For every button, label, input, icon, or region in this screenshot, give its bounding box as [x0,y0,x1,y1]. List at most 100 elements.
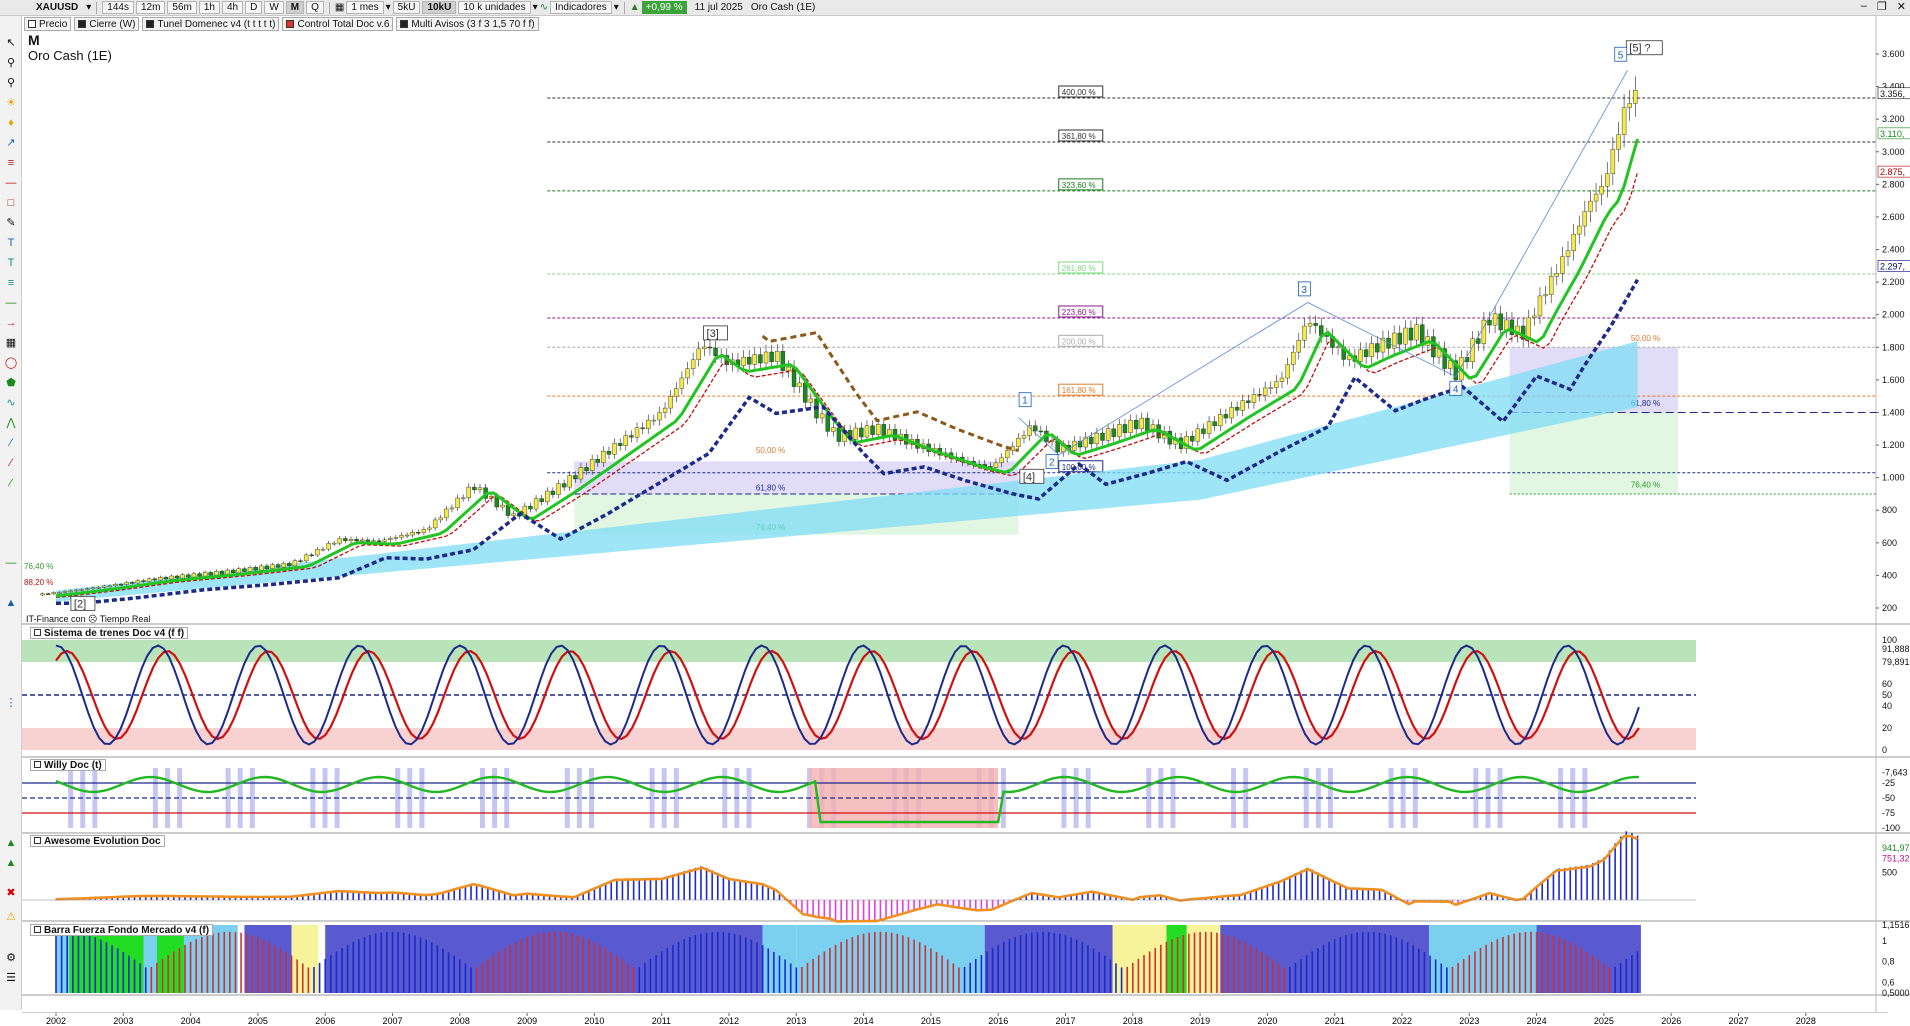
chevron-down-icon[interactable]: ▾ [532,2,538,13]
timeframe-144s[interactable]: 144s [102,1,134,14]
x-tick-label: 2026 [1661,1016,1681,1026]
timeframe-w[interactable]: W [264,1,284,14]
hline-icon[interactable]: — [5,297,17,309]
timeframe-56m[interactable]: 56m [167,1,197,14]
indicators-icon[interactable]: ∿ [539,2,549,13]
label-icon[interactable]: T [7,257,15,269]
chart-canvas[interactable]: 400,00 %361,80 %323,60 %261,80 %223,60 %… [22,16,1910,1012]
wave-label-box [1018,392,1032,408]
rectangle-icon[interactable]: □ [7,197,15,209]
chip-multi-avisos[interactable]: Multi Avisos (3 f 3 1,5 70 f f) [396,17,539,31]
chip-tunel-domenec[interactable]: Tunel Domenec v4 (t t t t t) [142,17,280,31]
dots-icon[interactable]: ⋮ [5,697,17,709]
retracement-label: 88,20 % [24,578,53,587]
delete-icon[interactable]: ✖ [6,887,16,899]
thumbs-up-alt-icon[interactable]: ▲ [5,857,17,869]
chip-cierre[interactable]: Cierre (W) [74,17,140,31]
pencil-icon[interactable]: ✎ [6,217,16,229]
panel-label-barra[interactable]: Barra Fuerza Fondo Mercado v4 (f) [30,924,214,936]
units-10k-button[interactable]: 10kU [422,1,457,14]
chevron-down-icon[interactable]: ▾ [86,2,92,13]
y-tick-label: 400 [1882,570,1897,580]
curve-icon[interactable]: ∿ [6,397,16,409]
timeframe-1h[interactable]: 1h [198,1,220,14]
checkbox[interactable] [286,20,295,28]
checkbox[interactable] [78,20,87,28]
x-tick-label: 2027 [1729,1016,1749,1026]
warning-icon[interactable]: ⚠ [6,911,16,923]
fib-label-box [1058,178,1104,191]
units-5k-button[interactable]: 5kU [392,1,421,14]
zoom-icon[interactable]: ⚲ [6,57,16,69]
line-icon[interactable]: ∕ [10,437,12,449]
calendar-icon[interactable]: ▦ [334,2,345,13]
checkbox[interactable] [146,20,155,28]
timeframe-4h[interactable]: 4h [221,1,244,14]
symbol-selector[interactable]: XAUUSD [36,2,79,13]
restore-icon[interactable]: ❐ [1876,1,1887,13]
wave-label: 1 [1022,396,1028,407]
y-tick-label: 600 [1882,538,1897,548]
cursor-icon[interactable]: ↖ [6,37,16,49]
retracement-label: 76,40 % [24,562,53,571]
checkbox[interactable] [34,629,41,636]
checkbox[interactable] [34,761,41,768]
chip-control-total[interactable]: Control Total Doc v.6 [282,17,394,31]
panel-label-trenes[interactable]: Sistema de trenes Doc v4 (f f) [30,627,189,639]
fib-extension-label: 261,80 % [1062,264,1096,273]
lightbulb-icon[interactable]: ☀ [6,97,16,109]
search-icon[interactable]: ⚲ [6,77,16,89]
panel-title: Barra Fuerza Fondo Mercado v4 (f) [44,925,210,936]
y-tick-label: 500 [1882,868,1897,878]
wave-label-box [1449,380,1463,396]
checkbox[interactable] [34,837,41,844]
chevron-down-icon[interactable]: ▾ [385,2,391,13]
layers-icon[interactable]: ☰ [6,972,16,984]
timeframe-d[interactable]: D [245,1,263,14]
panel-label-willy[interactable]: Willy Doc (t) [30,759,106,771]
polygon-icon[interactable]: ⬟ [6,377,16,389]
fib-icon[interactable]: ≡ [7,277,15,289]
text-icon[interactable]: T [7,237,15,249]
trendline-icon[interactable]: ↗ [6,137,16,149]
fib-extension-label: 200,00 % [1062,337,1096,346]
up-arrow-icon[interactable]: ▲ [5,597,17,609]
hline-green-icon[interactable]: — [5,557,17,569]
timeframe-m[interactable]: M [285,1,305,14]
ellipse-icon[interactable]: ◯ [4,357,18,369]
toolbar-separator [328,1,330,14]
bell-icon[interactable]: ♦ [8,117,14,129]
chip-precio[interactable]: Precio [24,17,72,31]
x-tick-label: 2016 [988,1016,1008,1026]
checkbox[interactable] [28,20,36,28]
period-selector[interactable]: 1 mes [346,1,384,14]
close-icon[interactable]: ✕ [1896,1,1906,13]
chart-area[interactable]: 400,00 % 361,80 % 323,60 % 261,80 % 223,60 %… [22,16,1910,1015]
x-axis[interactable]: 2002 2003 2004 2005 2006 2007 2008 2009 2010 2011… [22,1012,1888,1026]
thumbs-up-icon[interactable]: ▲ [5,837,17,849]
channel-icon[interactable]: ≡ [7,157,15,169]
timeframe-q[interactable]: Q [306,1,324,14]
ruler-icon[interactable]: ▦ [5,337,17,349]
pitchfork-icon[interactable]: ⋀ [6,417,16,429]
quote-icon: ▲ [629,2,640,13]
ray-icon[interactable]: — [5,177,17,189]
price-tag [1877,165,1910,178]
panel-label-awesome[interactable]: Awesome Evolution Doc [30,835,165,847]
arrow-icon[interactable]: → [5,317,17,329]
y-tick-label: 3.400 [1882,82,1905,92]
price-tag-label: 3.110, [1880,129,1904,139]
instrument-title: Oro Cash (1E) [28,48,112,63]
indicators-button[interactable]: Indicadores [550,1,612,14]
line-green-icon[interactable]: ∕ [10,477,12,489]
settings-icon[interactable]: ⚙ [6,952,16,964]
minimize-icon[interactable]: – [1860,0,1867,12]
line-red-icon[interactable]: ∕ [10,457,12,469]
overbought-zone [22,640,1696,662]
units-selector[interactable]: 10 k unidades [458,1,531,14]
x-tick-label: 2010 [584,1016,604,1026]
checkbox[interactable] [34,926,41,933]
timeframe-12m[interactable]: 12m [135,1,166,14]
chevron-down-icon[interactable]: ▾ [613,2,619,13]
checkbox[interactable] [400,20,409,28]
